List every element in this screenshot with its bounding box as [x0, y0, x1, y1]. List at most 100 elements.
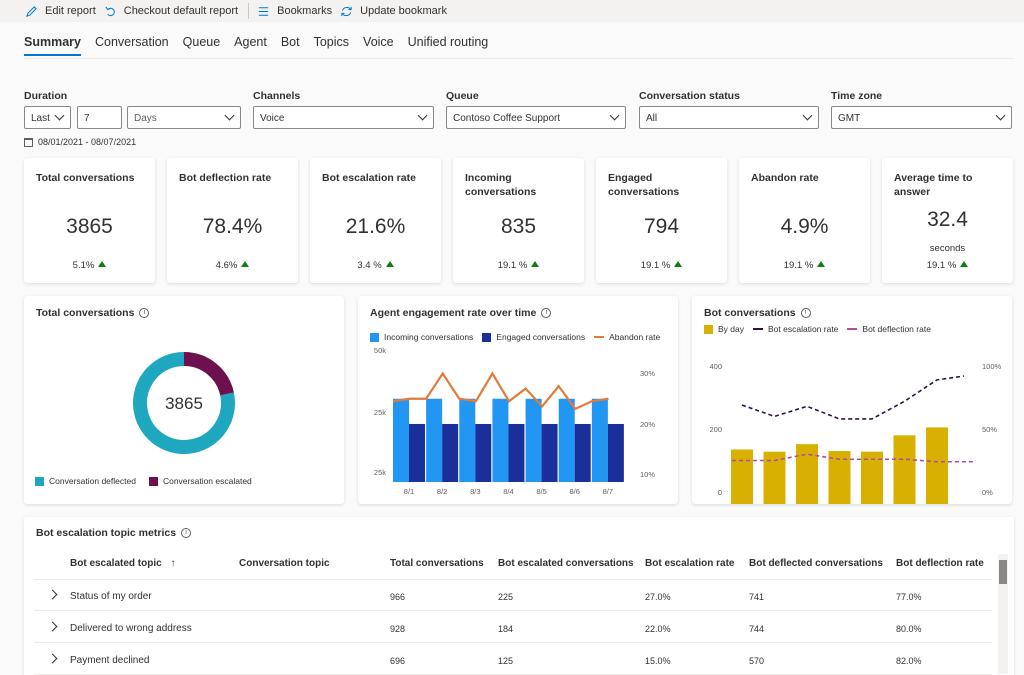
y2-tick-label: 10% — [640, 470, 655, 479]
checkout-default-report-label: Checkout default report — [123, 5, 239, 17]
bar-incoming — [393, 398, 409, 482]
cell-topic: Payment declined — [70, 655, 150, 666]
column-header-bot-escalation-rate[interactable]: Bot escalation rate — [645, 558, 735, 569]
duration-mode-value: Last — [31, 113, 50, 124]
y-tick-label: 0 — [718, 488, 722, 497]
kpi-unit: seconds — [929, 243, 966, 254]
pencil-icon — [26, 5, 37, 17]
y2-tick-label: 100% — [982, 362, 1002, 371]
info-icon[interactable]: i — [181, 528, 192, 538]
cell-total: 966 — [390, 592, 406, 602]
undo-icon — [105, 6, 115, 16]
scrollbar-thumb[interactable] — [999, 560, 1007, 584]
tab-summary[interactable]: Summary — [24, 35, 81, 56]
line-bot-escalation-rate — [741, 375, 965, 420]
bot-conversations-chart-card: Bot conversations i By day Bot escalation… — [692, 296, 1012, 504]
time-zone-dropdown[interactable]: GMT — [831, 106, 1012, 129]
y-tick-label: 50k — [374, 346, 386, 355]
legend-swatch-incoming — [370, 332, 379, 342]
trend-up-icon — [385, 261, 394, 267]
kpi-card-bot-escalation-rate: Bot escalation rate 21.6% 3.4 % — [310, 158, 441, 283]
channels-label: Channels — [253, 90, 301, 102]
chevron-right-icon[interactable] — [47, 589, 58, 600]
trend-up-icon — [960, 261, 969, 267]
chevron-right-icon[interactable] — [47, 621, 58, 632]
y-tick-label: 25k — [374, 468, 386, 477]
column-header-bot-deflected-conversations[interactable]: Bot deflected conversations — [749, 558, 883, 569]
table-scrollbar[interactable] — [998, 554, 1008, 674]
kpi-card-abandon-rate: Abandon rate 4.9% 19.1 % — [739, 158, 870, 283]
column-header-conversation-topic[interactable]: Conversation topic — [239, 558, 330, 569]
refresh-icon — [341, 6, 352, 16]
bar-incoming — [591, 398, 608, 482]
conversation-status-label: Conversation status — [639, 90, 740, 102]
trend-up-icon — [531, 261, 540, 267]
x-tick-label: 8/4 — [503, 487, 513, 496]
duration-unit-dropdown[interactable]: Days — [127, 106, 241, 129]
update-bookmark-label: Update bookmark — [360, 5, 447, 17]
bookmarks-label: Bookmarks — [277, 5, 333, 17]
queue-dropdown[interactable]: Contoso Coffee Support — [446, 106, 626, 129]
kpi-change-text: 19.1 % — [783, 260, 814, 271]
column-header-bot-deflection-rate[interactable]: Bot deflection rate — [896, 558, 984, 569]
bar-engaged — [574, 423, 591, 482]
edit-report-button[interactable]: Edit report — [25, 5, 96, 18]
update-bookmark-button[interactable]: Update bookmark — [340, 5, 447, 18]
kpi-change-text: 19.1 % — [926, 260, 957, 271]
tab-bot[interactable]: Bot — [280, 35, 300, 49]
cell-deflection-rate: 77.0% — [896, 592, 922, 602]
y2-tick-label: 20% — [640, 420, 655, 429]
edit-report-label: Edit report — [45, 5, 96, 17]
donut-chart: 3865 — [133, 352, 235, 454]
duration-mode-dropdown[interactable]: Last — [24, 106, 71, 129]
cell-deflection-rate: 80.0% — [896, 624, 922, 634]
tab-voice[interactable]: Voice — [363, 35, 394, 49]
info-icon[interactable]: i — [800, 308, 811, 318]
x-tick-label: 8/3 — [470, 487, 480, 496]
header-divider — [34, 579, 992, 580]
y2-tick-label: 0% — [982, 488, 993, 497]
toolbar-divider — [248, 3, 250, 19]
table-row[interactable]: Delivered to wrong address 928 184 22.0%… — [34, 612, 992, 643]
kpi-change: 3.4 % — [310, 260, 441, 271]
info-icon[interactable]: i — [139, 308, 150, 318]
chevron-down-icon — [995, 110, 1006, 121]
table-row[interactable]: Payment declined 696 125 15.0% 570 82.0% — [34, 644, 992, 675]
tab-divider — [24, 58, 1014, 59]
bot-escalation-topic-table-card: Bot escalation topic metrics i Bot escala… — [24, 517, 1014, 675]
kpi-change: 19.1 % — [453, 260, 584, 271]
tab-topics[interactable]: Topics — [313, 35, 350, 49]
cell-total: 928 — [390, 624, 406, 634]
bar-engaged — [541, 423, 558, 482]
kpi-title: Engaged conversations — [608, 172, 680, 198]
kpi-card-bot-deflection-rate: Bot deflection rate 78.4% 4.6% — [167, 158, 298, 283]
tab-queue[interactable]: Queue — [182, 35, 221, 49]
bar-by-day — [731, 449, 753, 504]
conversation-status-dropdown[interactable]: All — [639, 106, 819, 129]
kpi-value: 835 — [500, 215, 537, 238]
kpi-change: 4.6% — [167, 260, 298, 271]
tab-conversation[interactable]: Conversation — [94, 35, 169, 49]
tab-agent[interactable]: Agent — [234, 35, 267, 49]
queue-label: Queue — [446, 90, 479, 102]
legend-label-deflected: Conversation deflected — [49, 476, 136, 486]
column-header-bot-escalated-conversations[interactable]: Bot escalated conversations — [498, 558, 634, 569]
duration-value-input[interactable]: 7 — [77, 106, 122, 129]
column-header-total-conversations[interactable]: Total conversations — [390, 558, 484, 569]
legend-swatch-by-day — [704, 324, 713, 334]
channels-value: Voice — [260, 113, 285, 124]
bookmarks-button[interactable]: Bookmarks — [257, 5, 332, 18]
chevron-right-icon[interactable] — [47, 653, 58, 664]
table-row[interactable]: Status of my order 966 225 27.0% 741 77.… — [34, 580, 992, 611]
chevron-down-icon — [802, 110, 813, 121]
kpi-value: 78.4% — [202, 215, 263, 238]
x-tick-label: 8/6 — [569, 487, 579, 496]
column-header-bot-escalated-topic[interactable]: Bot escalated topic ↑ — [70, 558, 175, 569]
cell-escalated: 184 — [498, 624, 514, 634]
tab-unified-routing[interactable]: Unified routing — [407, 35, 489, 49]
channels-dropdown[interactable]: Voice — [253, 106, 434, 129]
checkout-default-report-button[interactable]: Checkout default report — [104, 5, 238, 18]
info-icon[interactable]: i — [541, 308, 552, 318]
cell-deflected: 744 — [749, 624, 765, 634]
